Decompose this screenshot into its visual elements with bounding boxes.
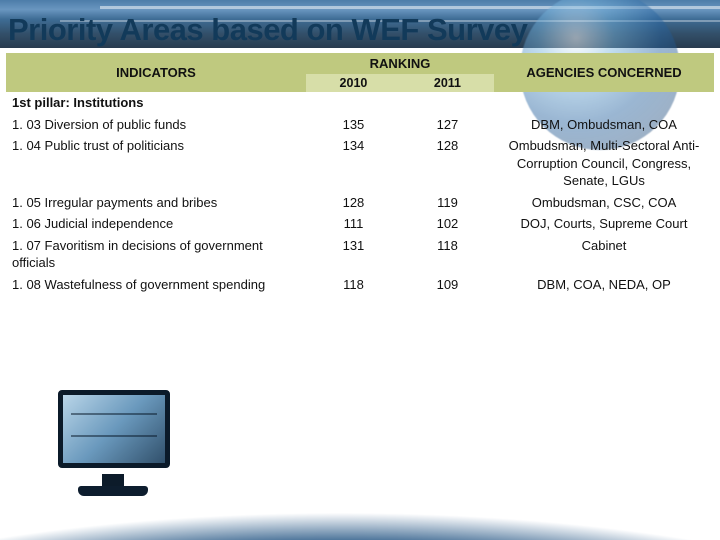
indicator-cell: 1. 08 Wastefulness of government spendin… bbox=[6, 274, 306, 296]
page-title: Priority Areas based on WEF Survey bbox=[8, 14, 712, 45]
agencies-cell: Ombudsman, Multi-Sectoral Anti-Corruptio… bbox=[494, 135, 714, 192]
rank-2011-cell: 102 bbox=[401, 213, 494, 235]
rank-2011-cell: 109 bbox=[401, 274, 494, 296]
indicators-table: INDICATORS RANKING AGENCIES CONCERNED 20… bbox=[6, 53, 714, 295]
rank-2010-cell: 118 bbox=[306, 274, 401, 296]
pillar-row: 1st pillar: Institutions bbox=[6, 92, 714, 114]
table-row: 1. 08 Wastefulness of government spendin… bbox=[6, 274, 714, 296]
rank-2011-cell: 127 bbox=[401, 114, 494, 136]
agencies-cell: DBM, Ombudsman, COA bbox=[494, 114, 714, 136]
agencies-cell: Ombudsman, CSC, COA bbox=[494, 192, 714, 214]
table-row: 1. 04 Public trust of politicians 134 12… bbox=[6, 135, 714, 192]
slide: Priority Areas based on WEF Survey INDIC… bbox=[0, 0, 720, 540]
indicator-cell: 1. 06 Judicial independence bbox=[6, 213, 306, 235]
col-2010: 2010 bbox=[306, 74, 401, 92]
pillar-label: 1st pillar: Institutions bbox=[6, 92, 306, 114]
agencies-cell: DOJ, Courts, Supreme Court bbox=[494, 213, 714, 235]
table-container: INDICATORS RANKING AGENCIES CONCERNED 20… bbox=[6, 53, 714, 295]
rank-2010-cell: 111 bbox=[306, 213, 401, 235]
table-header-row-1: INDICATORS RANKING AGENCIES CONCERNED bbox=[6, 53, 714, 74]
table-row: 1. 05 Irregular payments and bribes 128 … bbox=[6, 192, 714, 214]
rank-2011-cell: 118 bbox=[401, 235, 494, 274]
rank-2010-cell: 128 bbox=[306, 192, 401, 214]
col-2011: 2011 bbox=[401, 74, 494, 92]
monitor-decor bbox=[50, 390, 180, 510]
rank-2010-cell: 131 bbox=[306, 235, 401, 274]
monitor-screen-decor bbox=[58, 390, 170, 468]
rank-2010-cell: 134 bbox=[306, 135, 401, 192]
agencies-cell: DBM, COA, NEDA, OP bbox=[494, 274, 714, 296]
col-indicators: INDICATORS bbox=[6, 53, 306, 92]
table-row: 1. 03 Diversion of public funds 135 127 … bbox=[6, 114, 714, 136]
col-agencies: AGENCIES CONCERNED bbox=[494, 53, 714, 92]
indicator-cell: 1. 05 Irregular payments and bribes bbox=[6, 192, 306, 214]
table-row: 1. 07 Favoritism in decisions of governm… bbox=[6, 235, 714, 274]
table-row: 1. 06 Judicial independence 111 102 DOJ,… bbox=[6, 213, 714, 235]
rank-2010-cell: 135 bbox=[306, 114, 401, 136]
col-ranking: RANKING bbox=[306, 53, 494, 74]
indicator-cell: 1. 07 Favoritism in decisions of governm… bbox=[6, 235, 306, 274]
indicator-cell: 1. 03 Diversion of public funds bbox=[6, 114, 306, 136]
agencies-cell: Cabinet bbox=[494, 235, 714, 274]
indicator-cell: 1. 04 Public trust of politicians bbox=[6, 135, 306, 192]
rank-2011-cell: 128 bbox=[401, 135, 494, 192]
monitor-base-decor bbox=[78, 486, 148, 496]
rank-2011-cell: 119 bbox=[401, 192, 494, 214]
